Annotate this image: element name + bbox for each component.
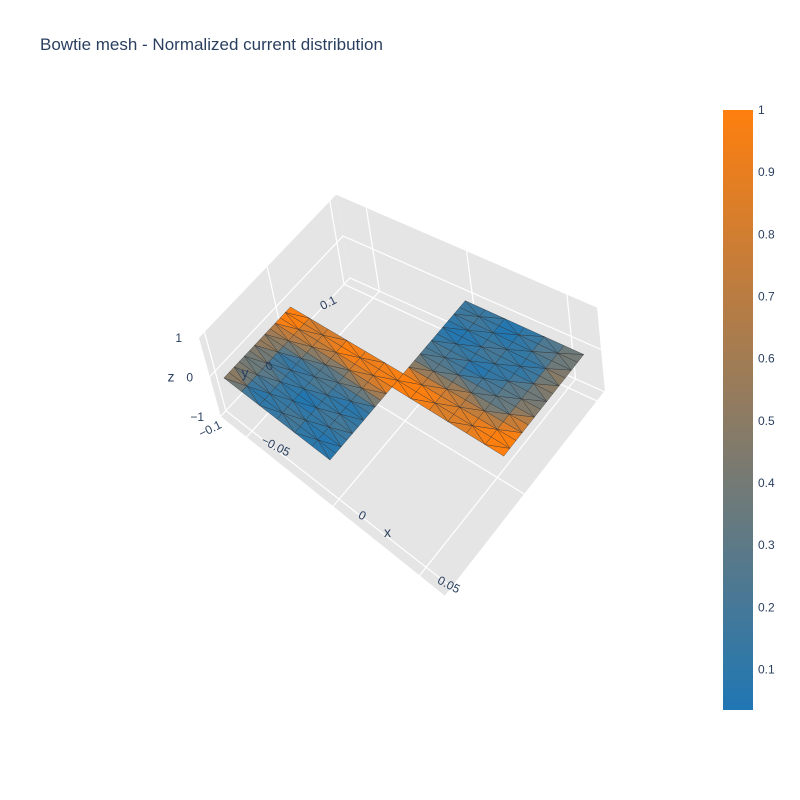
z-tick-label: −1 [190, 410, 204, 424]
grid-line-z [208, 235, 602, 378]
chart-title: Bowtie mesh - Normalized current distrib… [40, 35, 383, 54]
mesh-triangle [478, 309, 505, 319]
mesh-surface [223, 300, 585, 461]
colorbar-tick-label: 0.8 [758, 227, 775, 241]
mesh-triangle [322, 328, 347, 341]
colorbar-tick-label: 0.6 [758, 352, 775, 366]
z-tick-label: 0 [186, 371, 193, 385]
colorbar-tick-label: 0.9 [758, 165, 775, 179]
mesh-triangle [284, 306, 310, 319]
axis-line-z [197, 337, 221, 418]
colorbar-tick-label: 0.5 [758, 414, 775, 428]
grid-line-z [197, 193, 598, 339]
mesh-triangle [359, 351, 385, 363]
colorbar-tick-label: 0.1 [758, 663, 775, 677]
colorbar: 0.1 0.2 0.3 0.4 0.5 0.6 0.7 0.8 0.9 1 [723, 103, 775, 710]
x-axis-title: x [384, 524, 391, 540]
mesh-triangle [557, 345, 584, 355]
colorbar-tick-label: 1 [758, 103, 765, 117]
z-axis-title: z [168, 369, 175, 385]
colorbar-tick-label: 0.4 [758, 476, 775, 490]
z-tick-label: 1 [175, 331, 182, 345]
back-wall-x [198, 194, 350, 417]
axis-line-x [444, 391, 606, 598]
colorbar-tick-label: 0.7 [758, 290, 775, 304]
axis-line-y [219, 416, 446, 598]
colorbar-gradient [723, 110, 753, 710]
y-tick-label: 0.1 [318, 293, 340, 313]
y-axis-title: y [242, 365, 249, 381]
colorbar-tick-label: 0.3 [758, 538, 775, 552]
colorbar-tick-label: 0.2 [758, 600, 775, 614]
mesh-triangle [518, 327, 545, 337]
